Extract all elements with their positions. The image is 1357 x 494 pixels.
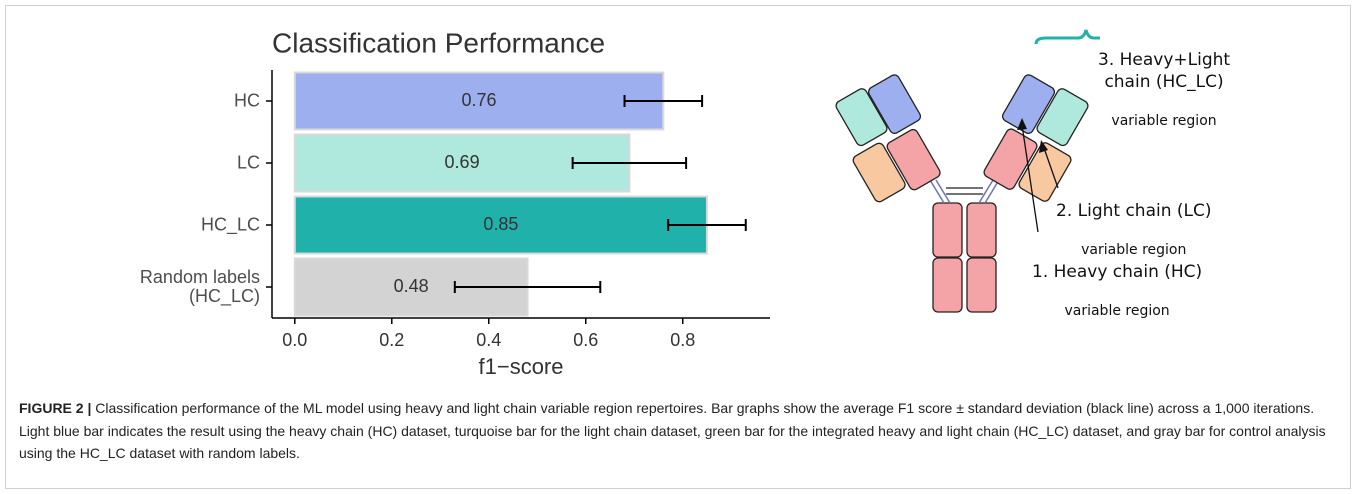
label-title: 1. Heavy chain (HC) (1032, 261, 1202, 283)
y-tick-label: HC (234, 92, 260, 111)
diagram-label: 1. Heavy chain (HC) variable region (1032, 242, 1202, 339)
chart-title: Classification Performance (272, 27, 605, 58)
x-tick-label: 0.2 (379, 330, 404, 350)
label-title: 3. Heavy+Light chain (HC_LC) (1098, 49, 1230, 93)
y-tick-label: LC (237, 154, 260, 173)
data-label: 0.48 (394, 276, 429, 296)
x-tick-label: 0.0 (282, 330, 307, 350)
x-tick-label: 0.8 (670, 330, 695, 350)
label-title: 2. Light chain (LC) (1056, 200, 1212, 222)
caption-label: FIGURE 2 | (19, 400, 91, 416)
data-label: 0.76 (462, 90, 497, 110)
chart: Classification Performance f1−score 0.0 0… (0, 0, 800, 390)
page: Classification Performance f1−score 0.0 0… (0, 0, 1357, 494)
caption-text: Classification performance of the ML mod… (19, 400, 1326, 461)
y-tick-label: Random labels (HC_LC) (140, 268, 260, 306)
x-tick-label: 0.6 (573, 330, 598, 350)
label-subtitle: variable region (1098, 112, 1230, 130)
x-axis-label: f1−score (479, 354, 564, 379)
data-label: 0.69 (445, 152, 480, 172)
label-subtitle: variable region (1032, 302, 1202, 320)
data-label: 0.85 (483, 214, 518, 234)
y-tick-label: HC_LC (201, 216, 260, 235)
x-tick-label: 0.4 (476, 330, 501, 350)
diagram-label: 3. Heavy+Light chain (HC_LC) variable re… (1098, 30, 1230, 149)
caption: FIGURE 2 | Classification performance of… (19, 397, 1339, 465)
